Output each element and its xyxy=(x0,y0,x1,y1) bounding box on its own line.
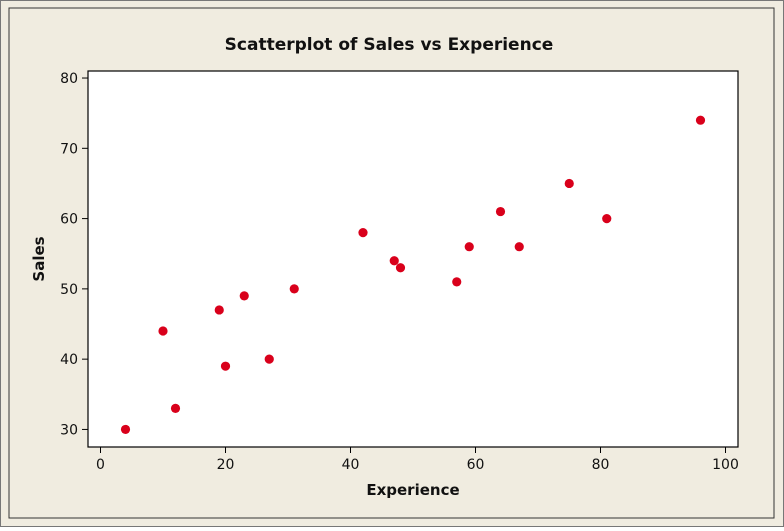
data-point xyxy=(464,242,474,252)
x-tick-label: 20 xyxy=(217,457,235,473)
data-point xyxy=(452,277,462,287)
data-point xyxy=(602,213,612,224)
x-tick-label: 0 xyxy=(96,457,105,473)
x-tick-label: 80 xyxy=(592,457,610,473)
chart-title: Scatterplot of Sales vs Experience xyxy=(225,35,554,55)
y-tick-label: 60 xyxy=(60,212,78,228)
y-tick-label: 50 xyxy=(60,282,78,298)
data-point xyxy=(120,424,131,435)
data-point xyxy=(220,361,231,371)
y-tick-label: 40 xyxy=(60,352,78,368)
data-point xyxy=(395,263,406,273)
x-tick-label: 100 xyxy=(712,457,739,473)
y-tick-label: 80 xyxy=(60,71,78,87)
plot-area xyxy=(87,70,739,448)
data-point xyxy=(239,291,249,301)
data-point xyxy=(695,115,706,125)
data-point xyxy=(289,284,299,294)
x-tick-label: 40 xyxy=(342,457,360,473)
y-axis: 30 40 50 60 70 80 xyxy=(60,71,88,438)
y-tick-label: 70 xyxy=(60,141,78,157)
y-tick-label: 30 xyxy=(60,422,78,438)
data-point xyxy=(495,206,506,217)
data-points xyxy=(120,115,706,435)
data-point xyxy=(264,354,274,364)
x-tick-label: 60 xyxy=(467,457,485,473)
data-point xyxy=(564,178,574,189)
data-point xyxy=(158,326,168,336)
data-point xyxy=(214,305,224,315)
data-point xyxy=(358,228,368,238)
data-point xyxy=(514,242,524,252)
data-point xyxy=(389,256,399,266)
y-axis-title: Sales xyxy=(30,236,48,281)
x-axis-title: Experience xyxy=(366,481,459,499)
x-axis: 0 20 40 60 80 100 xyxy=(96,447,739,473)
data-point xyxy=(170,403,181,413)
